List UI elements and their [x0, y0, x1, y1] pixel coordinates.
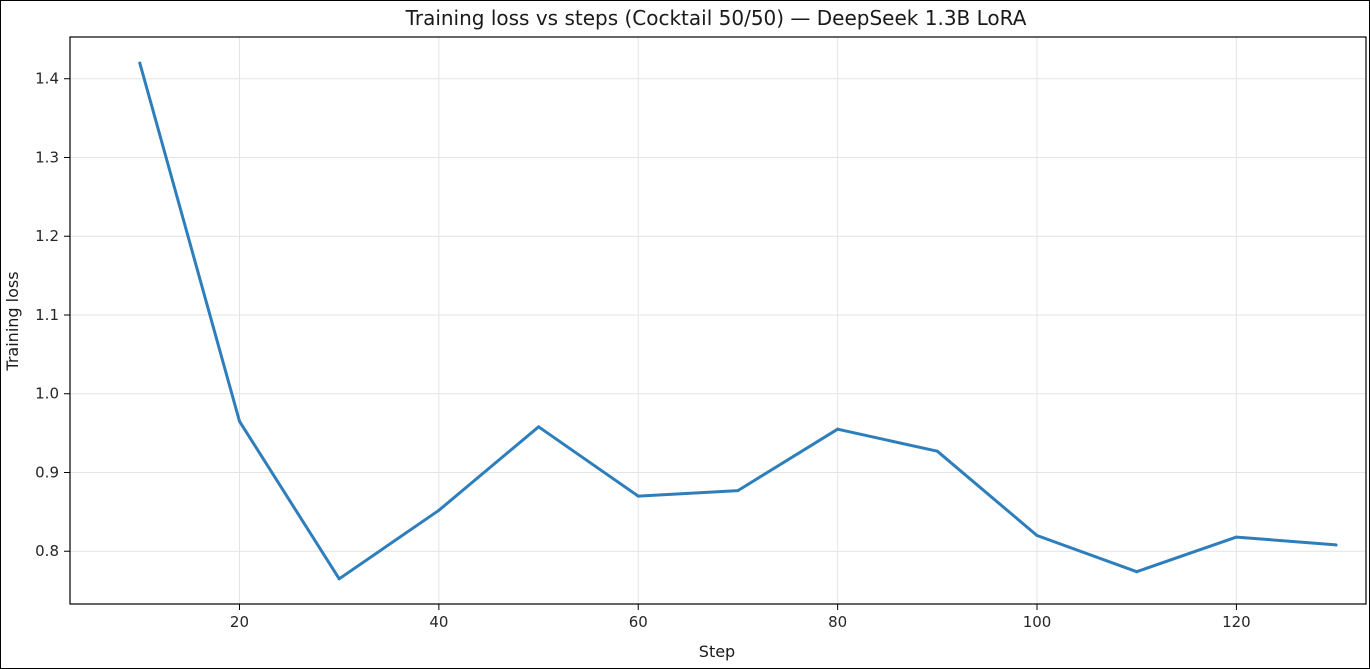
y-tick-label: 1.4	[35, 70, 59, 88]
data-point	[836, 427, 840, 431]
data-point	[1334, 543, 1338, 547]
grid-lines	[70, 37, 1366, 604]
data-point	[636, 494, 640, 498]
y-tick-label: 1.1	[35, 306, 59, 324]
data-point	[935, 449, 939, 453]
y-tick-label: 1.3	[35, 148, 59, 166]
x-axis-label: Step	[699, 642, 735, 661]
x-tick-label: 40	[429, 613, 448, 631]
series-line	[138, 62, 1337, 581]
data-point	[736, 489, 740, 493]
data-point	[437, 508, 441, 512]
x-tick-label: 120	[1222, 613, 1251, 631]
x-tick-label: 100	[1023, 613, 1052, 631]
data-point	[337, 577, 341, 581]
data-point	[1035, 533, 1039, 537]
data-point	[138, 61, 142, 65]
data-point	[1234, 535, 1238, 539]
data-point	[537, 425, 541, 429]
series-layer	[138, 61, 1338, 581]
data-point	[1135, 570, 1139, 574]
y-axis-label: Training loss	[3, 271, 22, 371]
data-point	[237, 419, 241, 423]
x-tick-label: 60	[629, 613, 648, 631]
x-tick-label: 80	[828, 613, 847, 631]
y-tick-label: 1.2	[35, 227, 59, 245]
y-tick-label: 0.8	[35, 542, 59, 560]
chart-title: Training loss vs steps (Cocktail 50/50) …	[405, 6, 1027, 30]
plot-area-border	[69, 36, 1367, 605]
x-tick-label: 20	[230, 613, 249, 631]
axis-ticks: 20 40 60 80 100 120 0.8 0.9 1.0 1.1 1.2 1.3 1.4	[35, 70, 1251, 631]
y-tick-label: 1.0	[35, 385, 59, 403]
y-tick-label: 0.9	[35, 463, 59, 481]
